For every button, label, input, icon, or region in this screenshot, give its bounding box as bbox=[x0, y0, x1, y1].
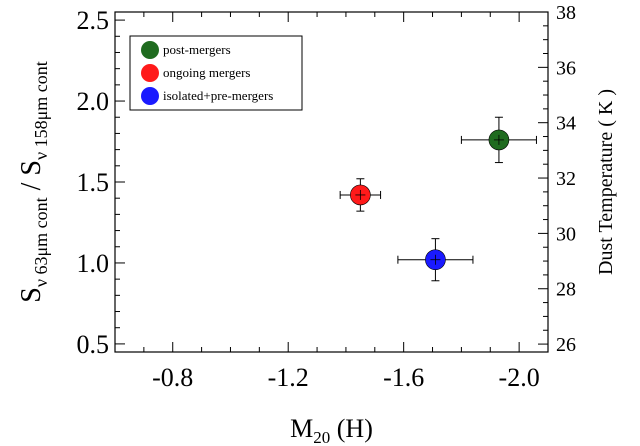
series-post-mergers bbox=[460, 116, 537, 164]
legend-marker bbox=[141, 87, 159, 105]
legend-label: post-mergers bbox=[163, 42, 231, 57]
x-axis-label: M20 (H) bbox=[290, 414, 373, 446]
y2-tick-label: 36 bbox=[556, 57, 576, 79]
x-tick-label: -2.0 bbox=[499, 363, 540, 392]
series-ongoing-mergers bbox=[339, 178, 382, 212]
y-tick-label: 1.0 bbox=[77, 249, 110, 278]
x-tick-label: -1.2 bbox=[268, 363, 309, 392]
legend: post-mergers ongoing mergers isolated+pre-… bbox=[129, 35, 303, 111]
y-axis-label: Sν 63μm cont / Sν 158μm cont bbox=[16, 61, 51, 303]
axis-labels: M20 (H) Sν 63μm cont / Sν 158μm cont Dust … bbox=[16, 61, 617, 446]
legend-marker bbox=[141, 64, 159, 82]
y-tick-label: 2.0 bbox=[77, 87, 110, 116]
y2-tick-label: 30 bbox=[556, 223, 576, 245]
y2-tick-label: 32 bbox=[556, 168, 576, 190]
legend-marker bbox=[141, 41, 159, 59]
series-isolated-pre-mergers bbox=[397, 238, 474, 282]
y2-axis-label: Dust Temperature ( K ) bbox=[595, 89, 617, 275]
y-tick-label: 1.5 bbox=[77, 168, 110, 197]
y-tick-label: 0.5 bbox=[77, 330, 110, 359]
x-tick-label: -1.6 bbox=[383, 363, 424, 392]
axes-group: -0.8 -1.2 -1.6 -2.0 0.5 1.0 1.5 2.0 2.5 26 28 30 32 3… bbox=[77, 2, 577, 392]
y2-tick-label: 28 bbox=[556, 279, 576, 301]
y2-tick-label: 26 bbox=[556, 334, 576, 356]
legend-label: isolated+pre-mergers bbox=[163, 88, 273, 103]
y-tick-label: 2.5 bbox=[77, 6, 110, 35]
y2-tick-label: 38 bbox=[556, 2, 576, 24]
y2-tick-label: 34 bbox=[556, 113, 576, 135]
x-tick-label: -0.8 bbox=[152, 363, 193, 392]
legend-label: ongoing mergers bbox=[163, 65, 251, 80]
series-layer bbox=[339, 116, 537, 282]
